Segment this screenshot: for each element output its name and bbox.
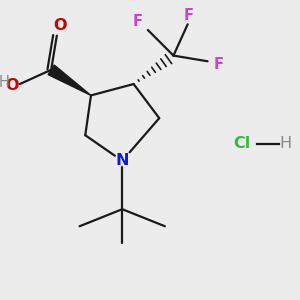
Text: H: H [280,136,292,151]
Text: F: F [184,8,194,23]
Text: Cl: Cl [233,136,250,151]
Text: F: F [132,14,142,28]
Text: N: N [116,153,129,168]
Text: F: F [213,57,223,72]
Text: O: O [5,78,18,93]
Text: O: O [53,18,66,33]
Polygon shape [48,65,91,95]
Text: H: H [0,75,10,90]
